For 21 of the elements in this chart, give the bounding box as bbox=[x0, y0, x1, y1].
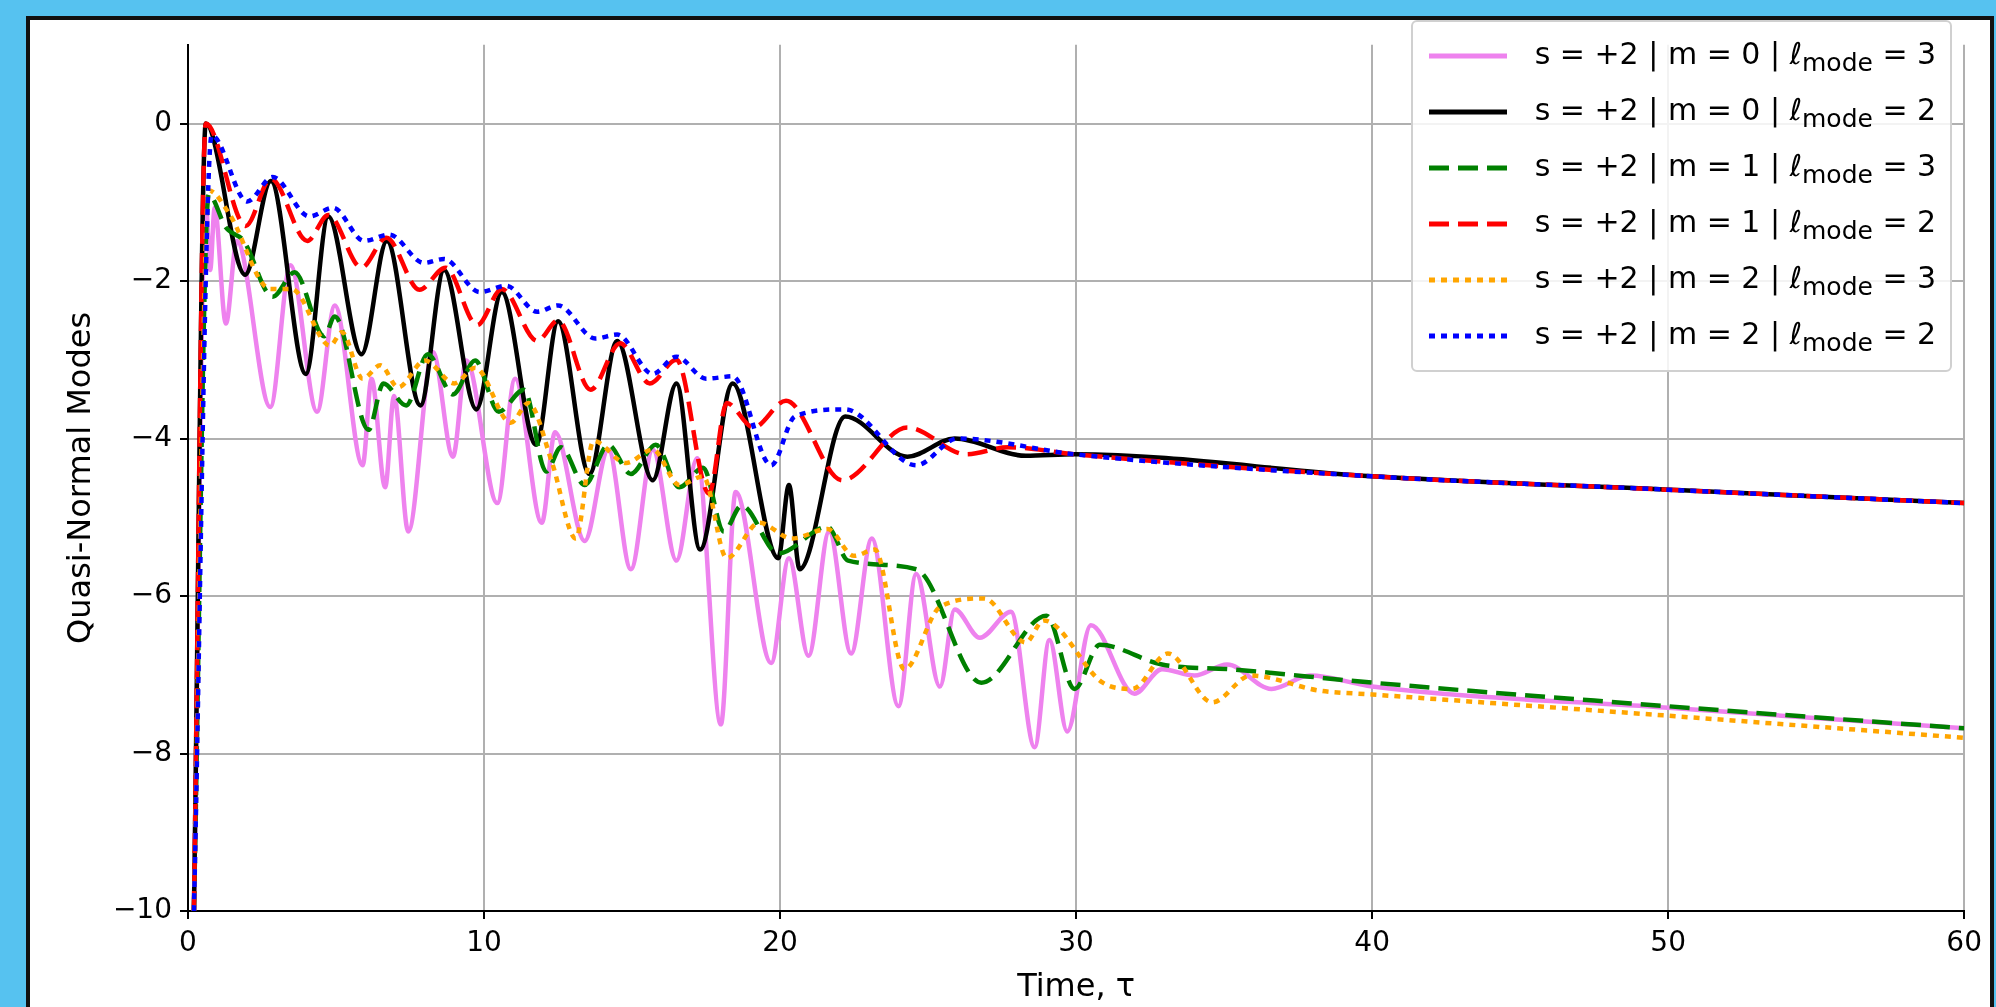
x-tick-label: 40 bbox=[1354, 925, 1390, 959]
y-axis-title: Quasi-Normal Modes bbox=[59, 311, 98, 644]
y-tick-label: −6 bbox=[130, 577, 172, 611]
legend-label: s = +2 | m = 1 | ℓ$_{mode}$ = 3 bbox=[1534, 147, 1937, 189]
y-tick-label: −8 bbox=[130, 734, 172, 768]
x-tick-label: 30 bbox=[1058, 925, 1094, 959]
x-tick-label: 60 bbox=[1946, 925, 1983, 959]
x-tick-label: 50 bbox=[1650, 925, 1686, 959]
x-tick-label: 10 bbox=[466, 925, 502, 959]
y-tick-label: −10 bbox=[112, 892, 172, 926]
legend-label: s = +2 | m = 2 | ℓ$_{mode}$ = 3 bbox=[1534, 259, 1937, 301]
x-axis-title: Time, τ bbox=[1016, 966, 1136, 1005]
legend-label: s = +2 | m = 0 | ℓ$_{mode}$ = 2 bbox=[1534, 91, 1937, 133]
x-tick-label: 0 bbox=[179, 925, 197, 959]
legend-label: s = +2 | m = 1 | ℓ$_{mode}$ = 2 bbox=[1534, 203, 1937, 245]
legend-label: s = +2 | m = 2 | ℓ$_{mode}$ = 2 bbox=[1534, 315, 1937, 357]
y-tick-label: −4 bbox=[130, 419, 172, 453]
legend-label: s = +2 | m = 0 | ℓ$_{mode}$ = 3 bbox=[1534, 35, 1937, 77]
y-tick-label: −2 bbox=[130, 262, 172, 296]
y-tick-label: 0 bbox=[154, 104, 172, 138]
x-tick-label: 20 bbox=[762, 925, 798, 959]
